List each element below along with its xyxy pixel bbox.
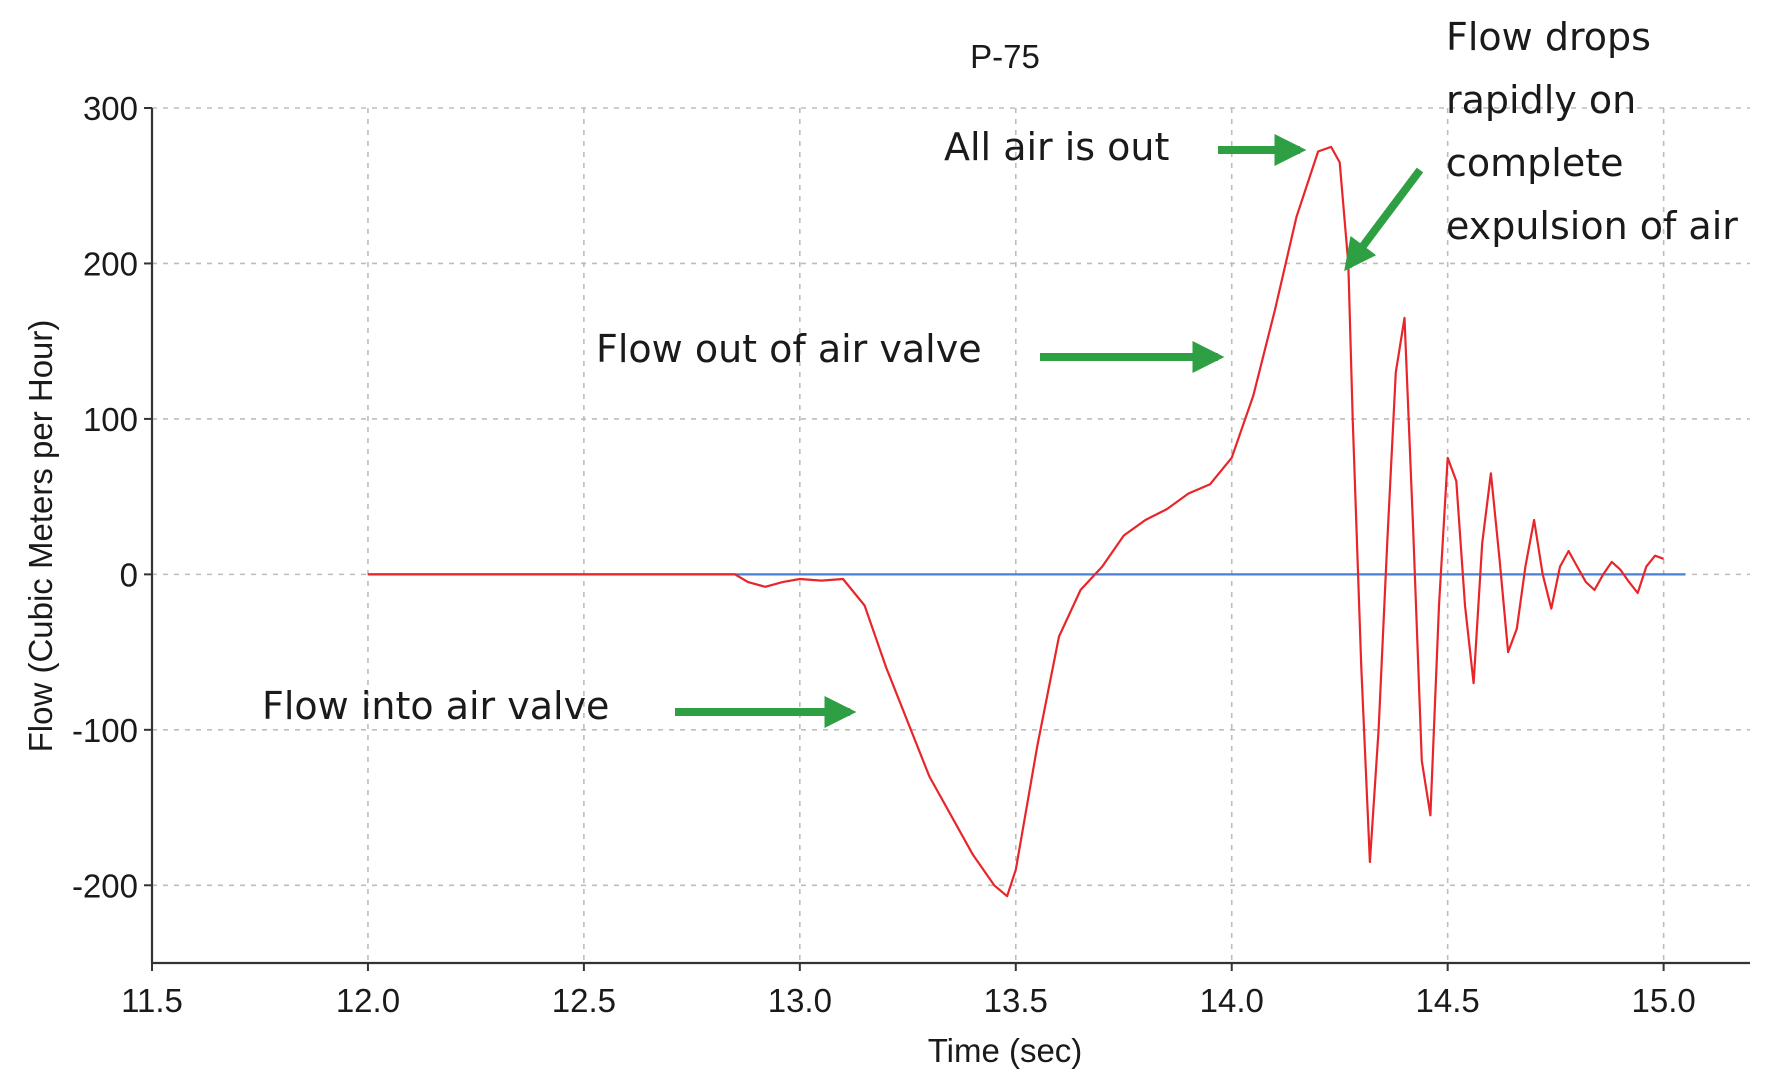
annotations: All air is out Flow drops rapidly on com…	[262, 15, 1738, 728]
y-tick-label: 200	[83, 245, 138, 282]
y-tick-label: 100	[83, 401, 138, 438]
y-tick-label: 0	[120, 556, 138, 593]
y-axis-label: Flow (Cubic Meters per Hour)	[22, 320, 59, 753]
annotation-all-air-out: All air is out	[944, 125, 1169, 169]
y-tick-label: -200	[72, 867, 138, 904]
x-tick-label: 15.0	[1632, 982, 1696, 1019]
tick-labels: 11.5 12.0 12.5 13.0 13.5 14.0 14.5 15.0 300 200 10…	[72, 90, 1696, 1019]
x-tick-label: 13.0	[768, 982, 832, 1019]
x-axis-label: Time (sec)	[928, 1032, 1083, 1069]
axes	[144, 107, 1750, 971]
x-tick-label: 14.0	[1200, 982, 1264, 1019]
annotation-flow-drops-line-4: expulsion of air	[1446, 204, 1738, 248]
annotation-flow-into: Flow into air valve	[262, 684, 609, 728]
annotation-flow-drops-line-3: complete	[1446, 141, 1624, 185]
chart-title: P-75	[970, 38, 1040, 75]
annotation-flow-out: Flow out of air valve	[596, 327, 982, 371]
x-tick-label: 12.0	[336, 982, 400, 1019]
arrow-flow-drops	[1344, 167, 1424, 272]
x-tick-label: 13.5	[984, 982, 1048, 1019]
flow-series-line	[367, 145, 1664, 898]
y-tick-label: -100	[72, 712, 138, 749]
y-tick-label: 300	[83, 90, 138, 127]
annotation-flow-drops-line-1: Flow drops	[1446, 15, 1651, 59]
series-layer	[367, 145, 1664, 898]
x-tick-label: 12.5	[552, 982, 616, 1019]
annotation-flow-drops-line-2: rapidly on	[1446, 78, 1636, 122]
x-tick-label: 14.5	[1416, 982, 1480, 1019]
x-tick-label: 11.5	[121, 982, 183, 1019]
